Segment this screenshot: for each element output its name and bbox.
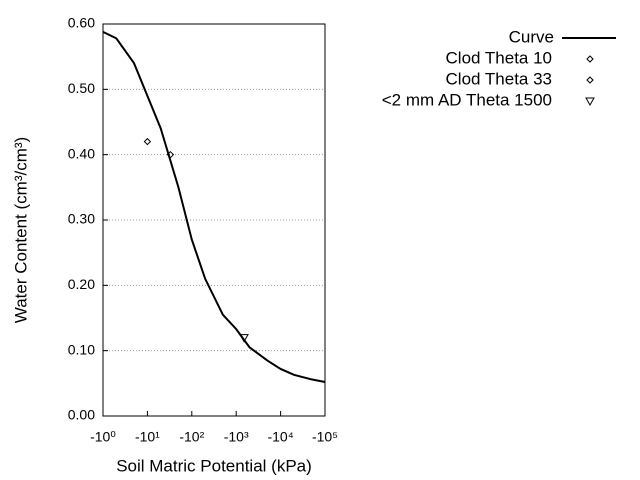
x-tick-label: -10⁵	[312, 429, 338, 445]
x-tick-label: -10¹	[135, 429, 160, 445]
y-tick-label: 0.20	[68, 276, 95, 292]
y-tick-label: 0.50	[68, 80, 95, 96]
legend-label: <2 mm AD Theta 1500	[382, 90, 552, 109]
diamond-marker	[143, 137, 152, 146]
legend-swatch	[586, 76, 594, 84]
y-axis-title: Water Content (cm³/cm³)	[11, 137, 30, 323]
legend-swatch	[585, 97, 595, 107]
y-tick-label: 0.30	[68, 211, 95, 227]
y-tick-label: 0.00	[68, 407, 95, 423]
legend-label: Curve	[509, 27, 554, 46]
y-tick-label: 0.40	[68, 145, 95, 161]
legend-swatch	[586, 55, 594, 63]
y-tick-label: 0.60	[68, 15, 95, 31]
x-tick-label: -10³	[224, 429, 249, 445]
y-tick-label: 0.10	[68, 341, 95, 357]
diamond-marker	[166, 150, 175, 159]
x-tick-label: -10⁰	[90, 429, 116, 445]
legend-label: Clod Theta 33	[446, 69, 552, 88]
triangle-marker	[239, 334, 249, 343]
x-axis-title: Soil Matric Potential (kPa)	[116, 456, 312, 475]
legend-label: Clod Theta 10	[446, 48, 552, 67]
curve	[102, 30, 326, 384]
x-tick-label: -10⁴	[267, 429, 293, 445]
plot-frame	[102, 23, 326, 417]
x-tick-label: -10²	[179, 429, 204, 445]
